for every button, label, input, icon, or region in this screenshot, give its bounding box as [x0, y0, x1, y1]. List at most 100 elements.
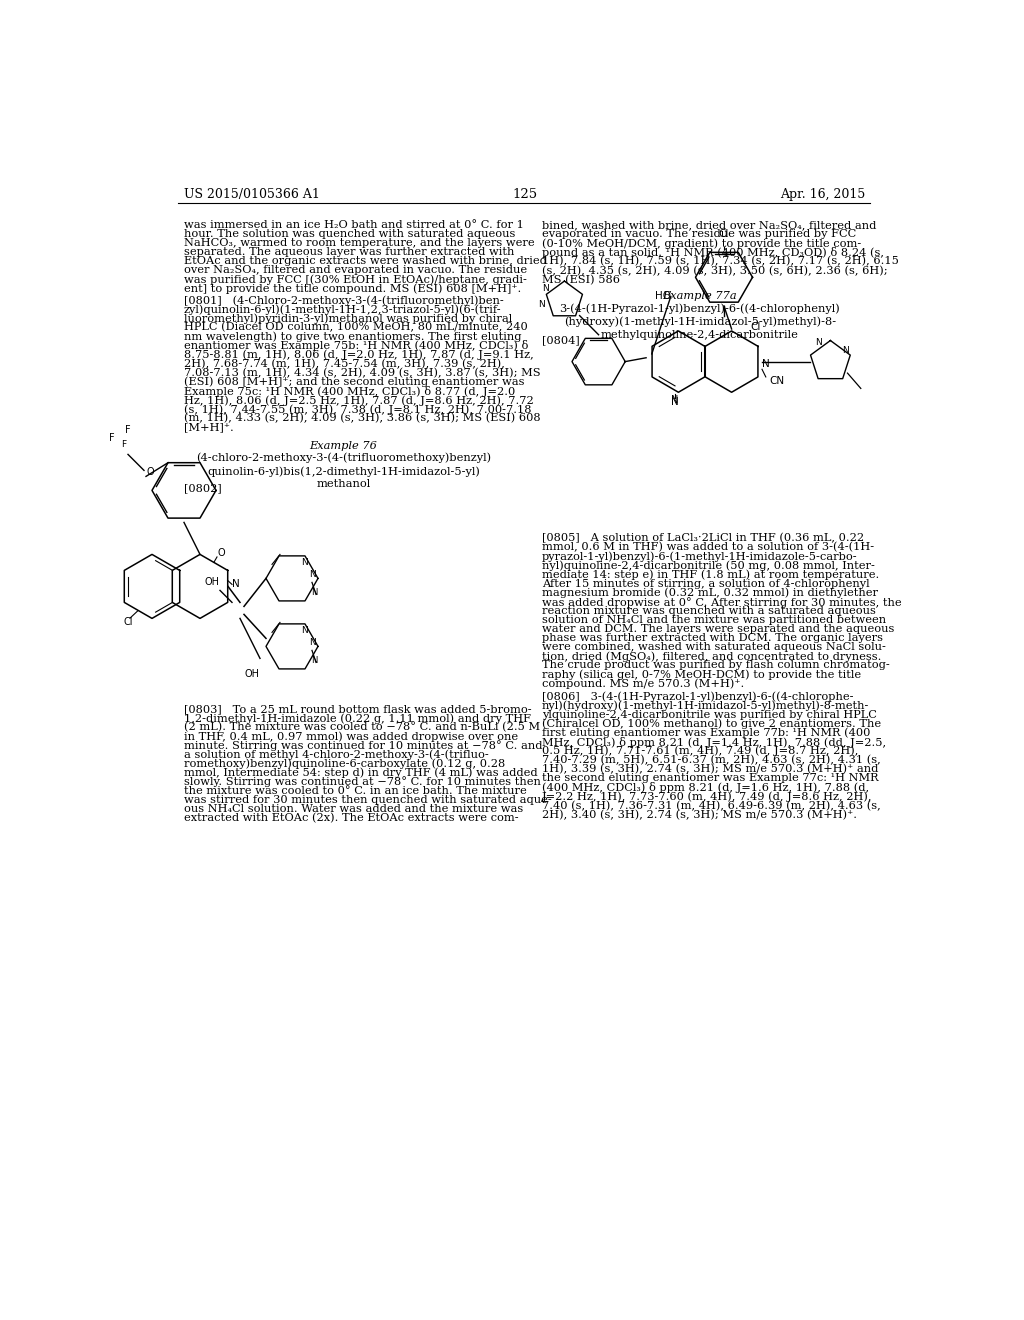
Text: romethoxy)benzyl)quinoline-6-carboxylate (0.12 g, 0.28: romethoxy)benzyl)quinoline-6-carboxylate… [183, 759, 505, 770]
Text: magnesium bromide (0.32 mL, 0.32 mmol) in diethylether: magnesium bromide (0.32 mL, 0.32 mmol) i… [542, 587, 878, 598]
Text: compound. MS m/e 570.3 (M+H)⁺.: compound. MS m/e 570.3 (M+H)⁺. [542, 678, 744, 689]
Text: (s, 2H), 4.35 (s, 2H), 4.09 (s, 3H), 3.50 (s, 6H), 2.36 (s, 6H);: (s, 2H), 4.35 (s, 2H), 4.09 (s, 3H), 3.5… [542, 265, 888, 276]
Text: hour. The solution was quenched with saturated aqueous: hour. The solution was quenched with sat… [183, 230, 515, 239]
Text: CN: CN [770, 376, 784, 385]
Text: phase was further extracted with DCM. The organic layers: phase was further extracted with DCM. Th… [542, 634, 883, 643]
Text: Example 77a: Example 77a [663, 292, 737, 301]
Text: 2H), 3.40 (s, 3H), 2.74 (s, 3H); MS m/e 570.3 (M+H)⁺.: 2H), 3.40 (s, 3H), 2.74 (s, 3H); MS m/e … [542, 809, 857, 820]
Text: 3-(4-(1H-Pyrazol-1-yl)benzyl)-6-((4-chlorophenyl)
(hydroxy)(1-methyl-1H-imidazol: 3-(4-(1H-Pyrazol-1-yl)benzyl)-6-((4-chlo… [559, 304, 841, 339]
Text: (m, 1H), 4.33 (s, 2H), 4.09 (s, 3H), 3.86 (s, 3H); MS (ESI) 608: (m, 1H), 4.33 (s, 2H), 4.09 (s, 3H), 3.8… [183, 413, 541, 424]
Text: ylquinoline-2,4-dicarbonitrile was purified by chiral HPLC: ylquinoline-2,4-dicarbonitrile was purif… [542, 710, 877, 719]
Text: F: F [110, 433, 115, 444]
Text: US 2015/0105366 A1: US 2015/0105366 A1 [183, 187, 319, 201]
Text: N: N [311, 587, 317, 597]
Text: raphy (silica gel, 0-7% MeOH-DCM) to provide the title: raphy (silica gel, 0-7% MeOH-DCM) to pro… [542, 669, 861, 680]
Text: N: N [301, 626, 307, 635]
Text: F: F [125, 425, 131, 436]
Text: zyl)quinolin-6-yl)(1-methyl-1H-1,2,3-triazol-5-yl)(6-(trif-: zyl)quinolin-6-yl)(1-methyl-1H-1,2,3-tri… [183, 304, 502, 314]
Text: [0803]   To a 25 mL round bottom flask was added 5-bromo-: [0803] To a 25 mL round bottom flask was… [183, 704, 531, 714]
Text: Cl: Cl [719, 228, 729, 239]
Text: N: N [671, 397, 679, 407]
Text: evaporated in vacuo. The residue was purified by FCC: evaporated in vacuo. The residue was pur… [542, 230, 856, 239]
Text: OH: OH [205, 577, 219, 587]
Text: 125: 125 [512, 187, 538, 201]
Text: [0805]   A solution of LaCl₃·2LiCl in THF (0.36 mL, 0.22: [0805] A solution of LaCl₃·2LiCl in THF … [542, 533, 864, 544]
Text: N: N [762, 359, 770, 368]
Text: N: N [816, 338, 822, 347]
Text: N: N [842, 346, 849, 355]
Text: Hz, 1H), 8.06 (d, J=2.5 Hz, 1H), 7.87 (d, J=8.6 Hz, 2H), 7.72: Hz, 1H), 8.06 (d, J=2.5 Hz, 1H), 7.87 (d… [183, 395, 534, 405]
Text: (4-chloro-2-methoxy-3-(4-(trifluoromethoxy)benzyl)
quinolin-6-yl)bis(1,2-dimethy: (4-chloro-2-methoxy-3-(4-(trifluorometho… [196, 453, 492, 490]
Text: (ESI) 608 [M+H]⁺; and the second eluting enantiomer was: (ESI) 608 [M+H]⁺; and the second eluting… [183, 376, 524, 387]
Text: pyrazol-1-yl)benzyl)-6-(1-methyl-1H-imidazole-5-carbo-: pyrazol-1-yl)benzyl)-6-(1-methyl-1H-imid… [542, 552, 857, 562]
Text: extracted with EtOAc (2x). The EtOAc extracts were com-: extracted with EtOAc (2x). The EtOAc ext… [183, 813, 518, 824]
Text: NaHCO₃, warmed to room temperature, and the layers were: NaHCO₃, warmed to room temperature, and … [183, 238, 535, 248]
Text: 2H), 7.68-7.74 (m, 1H), 7.45-7.54 (m, 3H), 7.39 (s, 2H),: 2H), 7.68-7.74 (m, 1H), 7.45-7.54 (m, 3H… [183, 359, 505, 370]
Text: HPLC (Diacel OD column, 100% MeOH, 80 mL/minute, 240: HPLC (Diacel OD column, 100% MeOH, 80 mL… [183, 322, 527, 333]
Text: separated. The aqueous layer was further extracted with: separated. The aqueous layer was further… [183, 247, 514, 257]
Text: N: N [308, 638, 315, 647]
Text: Cl: Cl [751, 322, 761, 333]
Text: bined, washed with brine, dried over Na₂SO₄, filtered and: bined, washed with brine, dried over Na₂… [542, 220, 877, 230]
Text: [0801]   (4-Chloro-2-methoxy-3-(4-(trifluoromethyl)ben-: [0801] (4-Chloro-2-methoxy-3-(4-(trifluo… [183, 294, 504, 305]
Text: was stirred for 30 minutes then quenched with saturated aque-: was stirred for 30 minutes then quenched… [183, 795, 552, 805]
Text: After 15 minutes of stirring, a solution of 4-chlorophenyl: After 15 minutes of stirring, a solution… [542, 578, 869, 589]
Text: N: N [671, 395, 678, 405]
Text: Example 76: Example 76 [309, 441, 378, 450]
Text: [0802]: [0802] [183, 483, 221, 494]
Text: was purified by FCC [(30% EtOH in EtOAc)/heptane, gradi-: was purified by FCC [(30% EtOH in EtOAc)… [183, 275, 526, 285]
Text: Cl: Cl [123, 618, 133, 627]
Text: O: O [217, 548, 225, 558]
Text: N: N [542, 284, 549, 293]
Text: nyl)(hydroxy)(1-methyl-1H-imidazol-5-yl)methyl)-8-meth-: nyl)(hydroxy)(1-methyl-1H-imidazol-5-yl)… [542, 701, 869, 711]
Text: first eluting enantiomer was Example 77b: ¹H NMR (400: first eluting enantiomer was Example 77b… [542, 727, 870, 738]
Text: 7.40 (s, 1H), 7.36-7.31 (m, 4H), 6.49-6.39 (m, 2H), 4.63 (s,: 7.40 (s, 1H), 7.36-7.31 (m, 4H), 6.49-6.… [542, 800, 881, 810]
Text: N: N [308, 570, 315, 579]
Text: N: N [232, 579, 240, 590]
Text: the mixture was cooled to 0° C. in an ice bath. The mixture: the mixture was cooled to 0° C. in an ic… [183, 785, 526, 796]
Text: ent] to provide the title compound. MS (ESI) 608 [M+H]⁺.: ent] to provide the title compound. MS (… [183, 284, 521, 294]
Text: 1H), 7.84 (s, 1H), 7.59 (s, 1H), 7.34 (s, 2H), 7.17 (s, 2H), 6.15: 1H), 7.84 (s, 1H), 7.59 (s, 1H), 7.34 (s… [542, 256, 899, 267]
Text: luoromethyl)pyridin-3-yl)methanol was purified by chiral: luoromethyl)pyridin-3-yl)methanol was pu… [183, 313, 512, 323]
Text: mmol, Intermediate 54: step d) in dry THF (4 mL) was added: mmol, Intermediate 54: step d) in dry TH… [183, 767, 538, 777]
Text: enantiomer was Example 75b: ¹H NMR (400 MHz, CDCl₃) δ: enantiomer was Example 75b: ¹H NMR (400 … [183, 341, 528, 351]
Text: MHz, CDCl₃) δ ppm 8.21 (d, J=1.4 Hz, 1H), 7.88 (dd, J=2.5,: MHz, CDCl₃) δ ppm 8.21 (d, J=1.4 Hz, 1H)… [542, 737, 886, 748]
Text: water and DCM. The layers were separated and the aqueous: water and DCM. The layers were separated… [542, 624, 894, 634]
Text: The crude product was purified by flash column chromatog-: The crude product was purified by flash … [542, 660, 890, 671]
Text: nm wavelength) to give two enantiomers. The first eluting: nm wavelength) to give two enantiomers. … [183, 331, 521, 342]
Text: N: N [311, 656, 317, 665]
Text: mediate 14: step e) in THF (1.8 mL) at room temperature.: mediate 14: step e) in THF (1.8 mL) at r… [542, 569, 879, 579]
Text: mmol, 0.6 M in THF) was added to a solution of 3-(4-(1H-: mmol, 0.6 M in THF) was added to a solut… [542, 543, 873, 553]
Text: were combined, washed with saturated aqueous NaCl solu-: were combined, washed with saturated aqu… [542, 642, 886, 652]
Text: O: O [146, 467, 154, 478]
Text: 7.40-7.29 (m, 5H), 6.51-6.37 (m, 2H), 4.63 (s, 2H), 4.31 (s,: 7.40-7.29 (m, 5H), 6.51-6.37 (m, 2H), 4.… [542, 755, 881, 766]
Text: over Na₂SO₄, filtered and evaporated in vacuo. The residue: over Na₂SO₄, filtered and evaporated in … [183, 265, 527, 276]
Text: N: N [539, 300, 545, 309]
Text: HO: HO [655, 292, 671, 301]
Text: (0-10% MeOH/DCM, gradient) to provide the title com-: (0-10% MeOH/DCM, gradient) to provide th… [542, 238, 861, 248]
Text: [0804]: [0804] [542, 335, 580, 346]
Text: minute. Stirring was continued for 10 minutes at −78° C. and: minute. Stirring was continued for 10 mi… [183, 741, 543, 751]
Text: Example 75c: ¹H NMR (400 MHz, CDCl₃) δ 8.77 (d, J=2.0: Example 75c: ¹H NMR (400 MHz, CDCl₃) δ 8… [183, 385, 515, 397]
Text: N: N [301, 558, 307, 566]
Text: [0806]   3-(4-(1H-Pyrazol-1-yl)benzyl)-6-((4-chlorophe-: [0806] 3-(4-(1H-Pyrazol-1-yl)benzyl)-6-(… [542, 692, 853, 702]
Text: 1,2-dimethyl-1H-imidazole (0.22 g, 1.11 mmol) and dry THF: 1,2-dimethyl-1H-imidazole (0.22 g, 1.11 … [183, 713, 530, 723]
Text: was immersed in an ice H₂O bath and stirred at 0° C. for 1: was immersed in an ice H₂O bath and stir… [183, 220, 523, 230]
Text: 7.08-7.13 (m, 1H), 4.34 (s, 2H), 4.09 (s, 3H), 3.87 (s, 3H); MS: 7.08-7.13 (m, 1H), 4.34 (s, 2H), 4.09 (s… [183, 368, 541, 378]
Text: ous NH₄Cl solution. Water was added and the mixture was: ous NH₄Cl solution. Water was added and … [183, 804, 523, 814]
Text: OH: OH [245, 669, 259, 680]
Text: (2 mL). The mixture was cooled to −78° C. and n-BuLi (2.5 M: (2 mL). The mixture was cooled to −78° C… [183, 722, 540, 733]
Text: [M+H]⁺.: [M+H]⁺. [183, 422, 233, 432]
Text: (400 MHz, CDCl₃) δ ppm 8.21 (d, J=1.6 Hz, 1H), 7.88 (d,: (400 MHz, CDCl₃) δ ppm 8.21 (d, J=1.6 Hz… [542, 783, 869, 793]
Text: (Chiralcel OD, 100% methanol) to give 2 enantiomers. The: (Chiralcel OD, 100% methanol) to give 2 … [542, 718, 881, 729]
Text: 8.75-8.81 (m, 1H), 8.06 (d, J=2.0 Hz, 1H), 7.87 (d, J=9.1 Hz,: 8.75-8.81 (m, 1H), 8.06 (d, J=2.0 Hz, 1H… [183, 350, 534, 360]
Text: reaction mixture was quenched with a saturated aqueous: reaction mixture was quenched with a sat… [542, 606, 876, 615]
Text: (s, 1H), 7.44-7.55 (m, 3H), 7.38 (d, J=8.1 Hz, 2H), 7.00-7.18: (s, 1H), 7.44-7.55 (m, 3H), 7.38 (d, J=8… [183, 404, 531, 414]
Text: 1H), 3.39 (s, 3H), 2.74 (s, 3H); MS m/e 570.3 (M+H)⁺ and: 1H), 3.39 (s, 3H), 2.74 (s, 3H); MS m/e … [542, 764, 879, 775]
Text: Apr. 16, 2015: Apr. 16, 2015 [780, 187, 866, 201]
Text: solution of NH₄Cl and the mixture was partitioned between: solution of NH₄Cl and the mixture was pa… [542, 615, 886, 624]
Text: 0.5 Hz, 1H), 7.71-7.61 (m, 4H), 7.49 (d, J=8.7 Hz, 2H),: 0.5 Hz, 1H), 7.71-7.61 (m, 4H), 7.49 (d,… [542, 746, 858, 756]
Text: in THF, 0.4 mL, 0.97 mmol) was added dropwise over one: in THF, 0.4 mL, 0.97 mmol) was added dro… [183, 731, 518, 742]
Text: was added dropwise at 0° C. After stirring for 30 minutes, the: was added dropwise at 0° C. After stirri… [542, 597, 901, 607]
Text: F: F [122, 440, 127, 449]
